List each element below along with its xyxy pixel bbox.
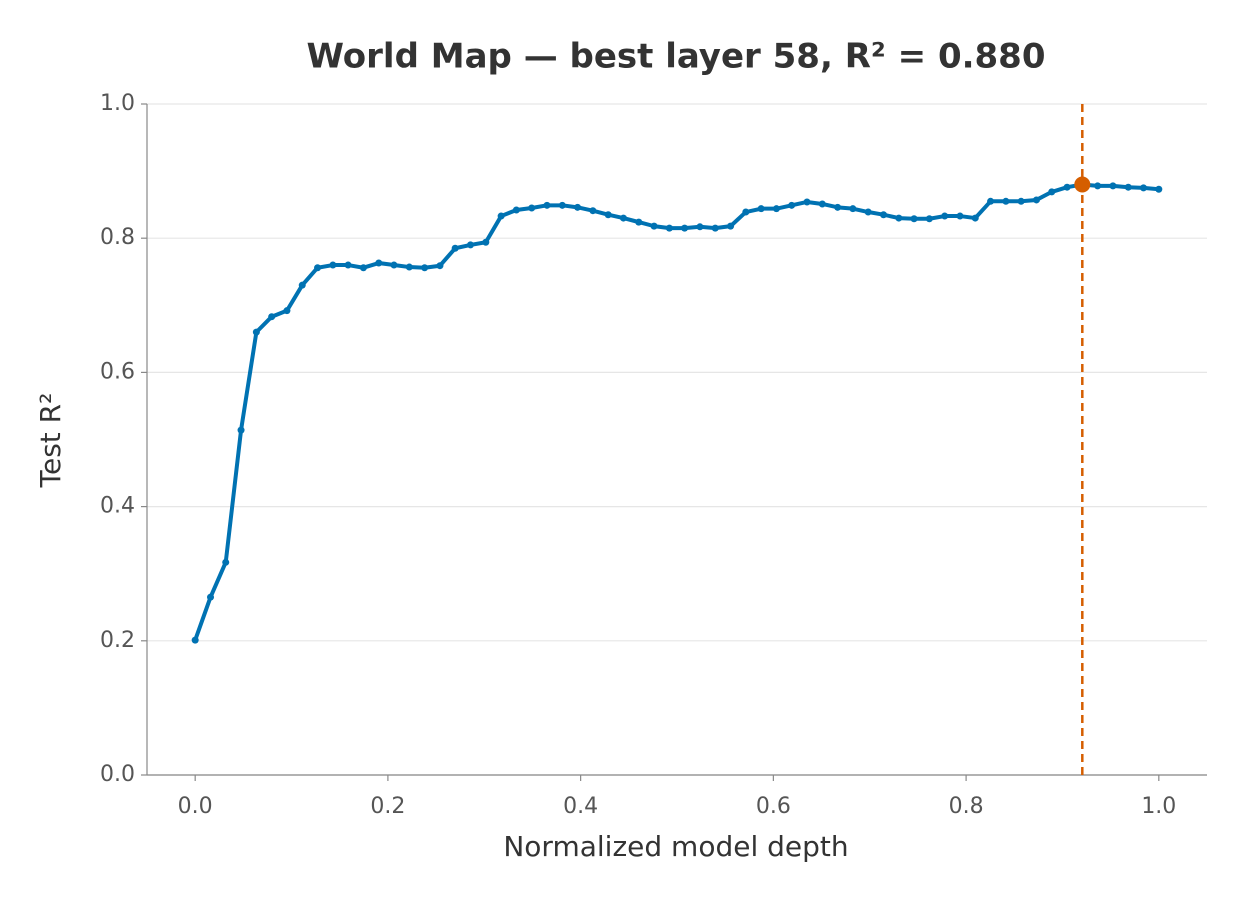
point [1139, 184, 1147, 192]
y-tick-label: 0.4 [100, 494, 135, 519]
x-tick-label: 0.0 [178, 794, 213, 819]
point [466, 241, 474, 249]
point [818, 200, 826, 208]
point [1017, 197, 1025, 205]
y-tick-label: 0.0 [100, 762, 135, 787]
point [1063, 183, 1071, 191]
point [757, 205, 765, 213]
point [314, 264, 322, 272]
point [482, 238, 490, 246]
point [1048, 188, 1056, 196]
point [1109, 182, 1117, 190]
point [298, 281, 306, 289]
line [193, 182, 1159, 641]
point [558, 201, 566, 209]
x-tick-label: 0.2 [370, 794, 405, 819]
y-tick-label: 0.6 [100, 359, 135, 384]
x-tick-label: 1.0 [1141, 794, 1176, 819]
point [1155, 185, 1163, 193]
y-tick-label: 1.0 [100, 91, 135, 116]
point [191, 636, 199, 644]
point [421, 264, 429, 272]
point [1124, 183, 1132, 191]
point [405, 263, 413, 271]
point [589, 207, 597, 215]
point [864, 208, 872, 216]
point [222, 558, 230, 566]
x-axis-label: Normalized model depth [503, 830, 848, 863]
y-tick-label: 0.8 [100, 225, 135, 250]
point [849, 205, 857, 213]
point [512, 206, 520, 214]
x-tick-label: 0.8 [949, 794, 984, 819]
point [650, 222, 658, 230]
point [635, 218, 643, 226]
chart-title: World Map — best layer 58, R² = 0.880 [307, 37, 1046, 77]
x-tick-label: 0.4 [563, 794, 598, 819]
point [971, 214, 979, 222]
point [772, 205, 780, 213]
point [359, 264, 367, 272]
point [604, 211, 612, 219]
point [987, 197, 995, 205]
point [574, 203, 582, 211]
point [895, 214, 903, 222]
point [1002, 197, 1010, 205]
point [681, 224, 689, 232]
point [207, 593, 215, 601]
point [528, 204, 536, 212]
point [803, 198, 811, 206]
point [910, 215, 918, 223]
point [268, 313, 276, 321]
point [252, 328, 260, 336]
point [497, 212, 505, 220]
x-tick-label: 0.6 [756, 794, 791, 819]
point [696, 223, 704, 231]
point [925, 215, 933, 223]
point [390, 261, 398, 269]
point [237, 426, 245, 434]
y-axis-label: Test R² [34, 393, 67, 489]
point [436, 262, 444, 270]
point [543, 201, 551, 209]
point [619, 214, 627, 222]
point [344, 261, 352, 269]
point [329, 261, 337, 269]
point [956, 212, 964, 220]
point [665, 224, 673, 232]
point [711, 224, 719, 232]
point [1032, 196, 1040, 204]
point [941, 212, 949, 220]
y-tick-label: 0.2 [100, 628, 135, 653]
point [880, 211, 888, 219]
point [375, 259, 383, 267]
point [727, 222, 735, 230]
point [742, 208, 750, 216]
point [451, 244, 459, 252]
best-point [1074, 176, 1091, 193]
point [283, 307, 291, 315]
point [834, 203, 842, 211]
point [788, 201, 796, 209]
point [1094, 182, 1102, 190]
